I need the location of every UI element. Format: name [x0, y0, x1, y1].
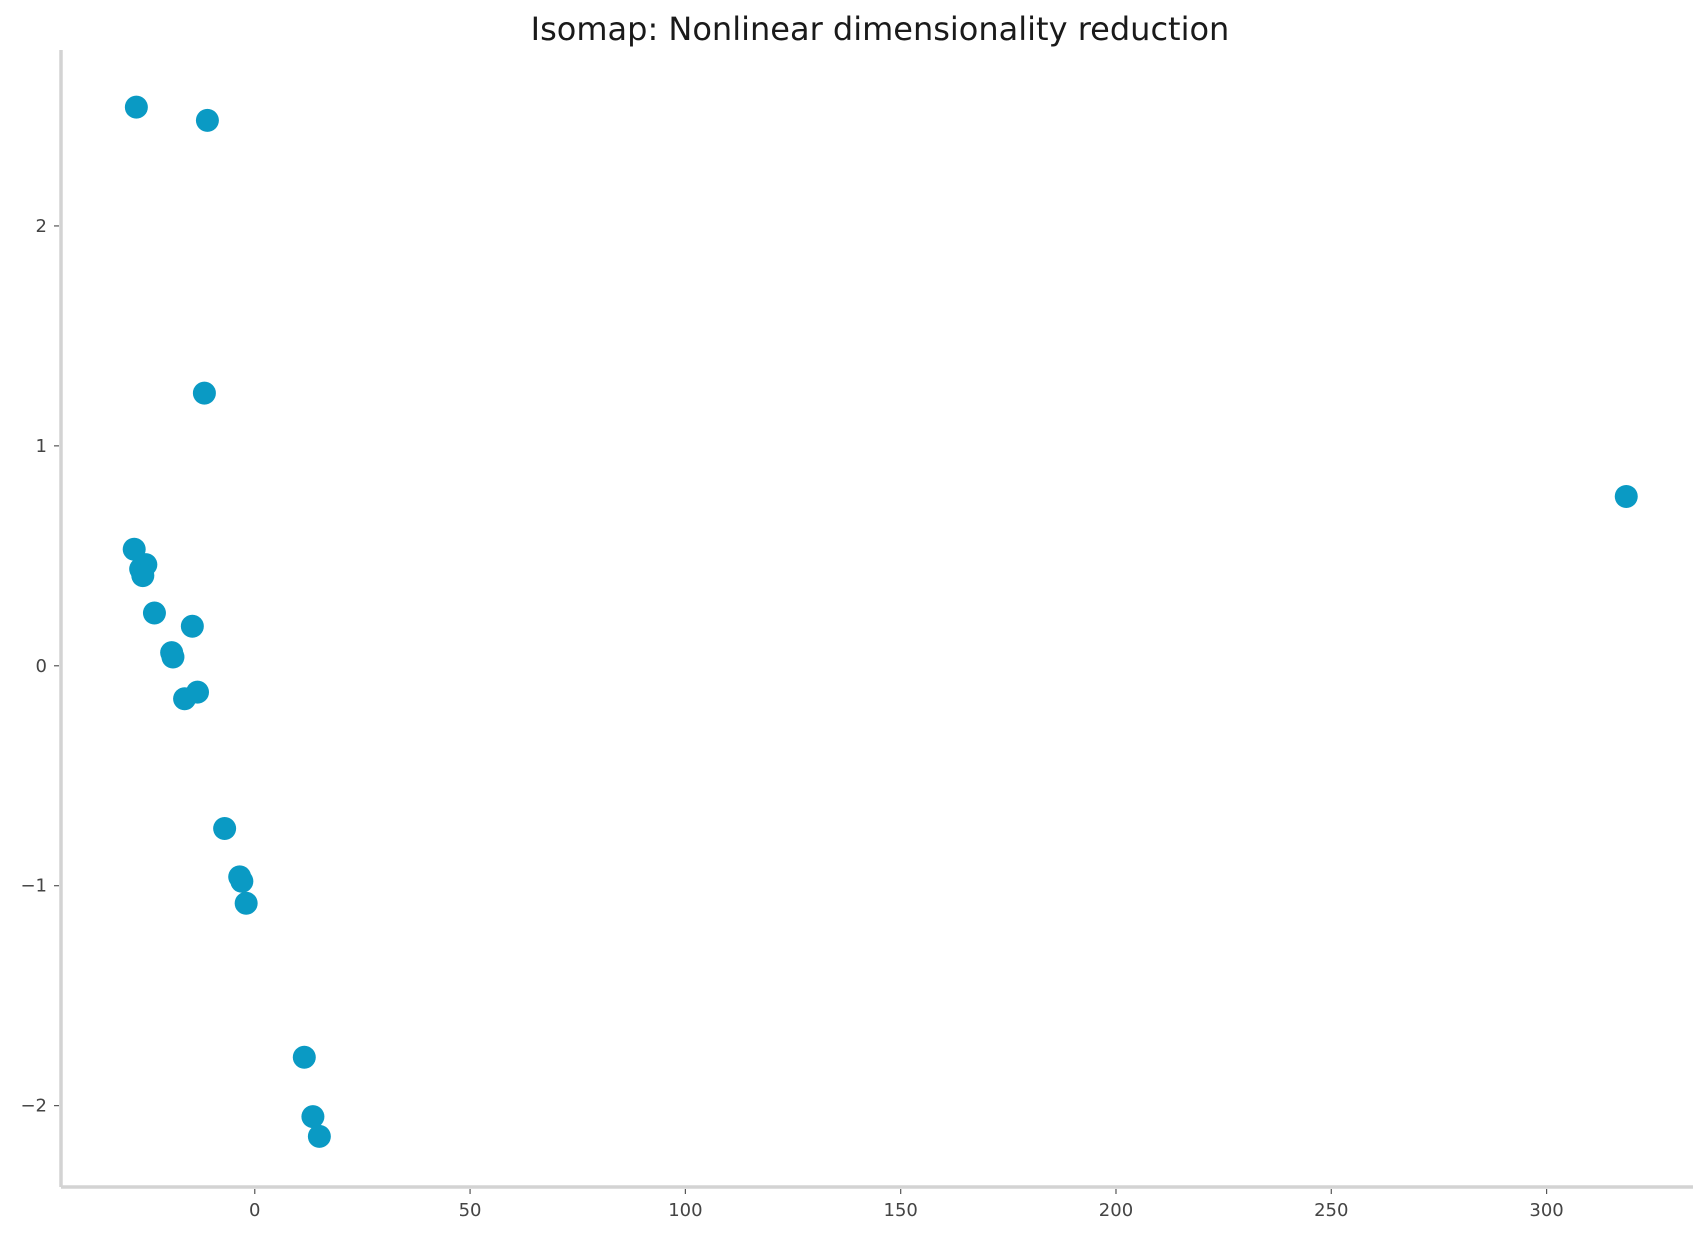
x-tick-label-2: 100 [668, 1200, 702, 1221]
x-tick-label-1: 50 [459, 1200, 482, 1221]
data-point-13 [186, 680, 210, 704]
data-point-18 [292, 1045, 316, 1069]
x-tick-label-3: 150 [884, 1200, 918, 1221]
y-tick-label-4: −2 [20, 1096, 47, 1117]
data-point-0 [124, 95, 148, 119]
points-layer [122, 95, 1638, 1148]
data-point-2 [192, 381, 216, 405]
data-point-3 [1614, 484, 1638, 508]
data-point-11 [161, 645, 185, 669]
x-tick-label-6: 300 [1529, 1200, 1563, 1221]
data-point-19 [301, 1105, 325, 1129]
data-point-7 [131, 564, 155, 588]
data-point-9 [180, 614, 204, 638]
data-point-17 [234, 891, 258, 915]
x-axis-ticks: 0 50 100 150 200 250 300 [249, 1189, 1564, 1221]
x-tick-label-0: 0 [249, 1200, 260, 1221]
y-tick-label-2: 0 [36, 656, 47, 677]
x-tick-label-5: 250 [1314, 1200, 1348, 1221]
data-point-14 [213, 817, 237, 841]
data-point-16 [230, 869, 254, 893]
y-tick-label-1: 1 [36, 436, 47, 457]
y-axis-ticks: 2 1 0 −1 −2 [20, 216, 59, 1117]
y-tick-label-0: 2 [36, 216, 47, 237]
chart-title: Isomap: Nonlinear dimensionality reducti… [531, 10, 1230, 48]
y-tick-label-3: −1 [20, 876, 47, 897]
data-point-8 [142, 601, 166, 625]
data-point-20 [307, 1124, 331, 1148]
x-tick-label-4: 200 [1099, 1200, 1133, 1221]
data-point-1 [195, 108, 219, 132]
